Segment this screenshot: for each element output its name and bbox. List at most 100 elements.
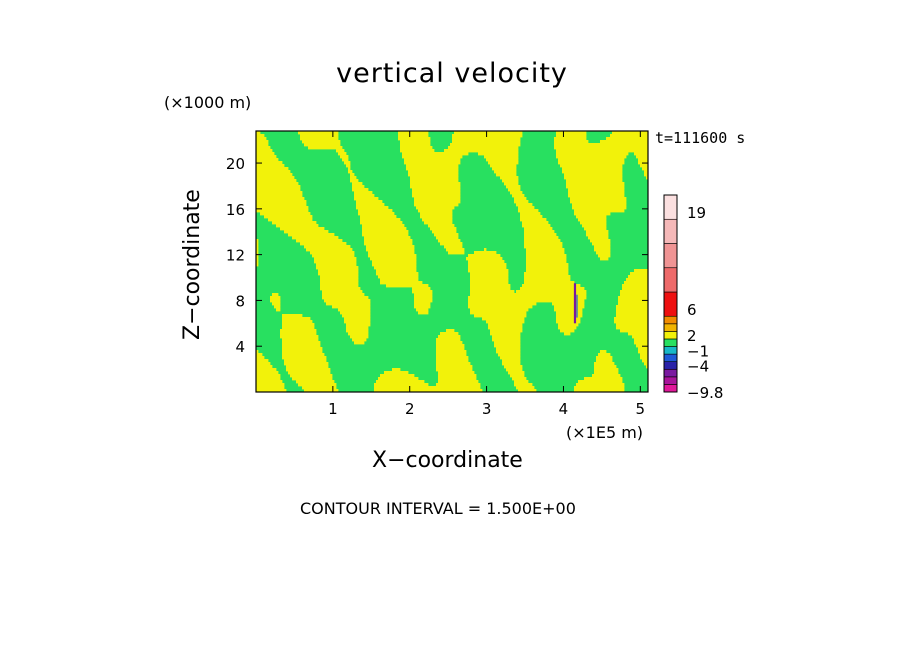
field-cell	[360, 218, 401, 222]
field-cell	[256, 263, 259, 267]
field-cell	[286, 365, 329, 369]
field-cell	[284, 230, 329, 234]
field-cell	[346, 329, 369, 333]
field-cell	[338, 152, 347, 156]
field-cell	[256, 170, 291, 174]
field-cell	[572, 206, 627, 210]
x-tick-label: 2	[405, 400, 415, 418]
field-cell	[350, 173, 355, 177]
chart-title: vertical velocity	[336, 58, 568, 89]
field-cell	[452, 134, 523, 138]
field-cell	[556, 311, 583, 315]
field-cell	[638, 347, 648, 351]
field-cell	[574, 386, 625, 390]
field-cell	[554, 308, 583, 312]
field-cell	[350, 179, 359, 183]
field-cell	[568, 194, 625, 198]
time-label: t=111600 s	[655, 129, 746, 147]
field-cell	[644, 362, 648, 366]
field-cell	[438, 377, 477, 381]
field-cell	[256, 200, 307, 204]
field-cell	[282, 338, 319, 342]
field-cell	[430, 227, 457, 231]
field-cell	[642, 359, 648, 363]
field-cell	[514, 197, 527, 201]
field-cell	[526, 269, 569, 273]
field-cell	[524, 278, 571, 282]
field-cell	[304, 389, 339, 392]
field-cell	[256, 173, 293, 177]
field-cell	[436, 356, 469, 360]
field-cell	[436, 338, 461, 342]
field-cell	[558, 323, 579, 327]
field-cell	[414, 305, 431, 309]
field-cell	[256, 257, 259, 261]
field-cell	[526, 266, 569, 270]
field-cell	[470, 284, 511, 288]
field-cell	[344, 161, 351, 165]
field-cell	[554, 137, 587, 141]
field-cell	[340, 311, 371, 315]
field-cell	[574, 209, 625, 213]
field-cell	[264, 215, 313, 219]
field-cell	[632, 335, 648, 339]
field-cell	[414, 200, 461, 204]
field-cell	[410, 182, 461, 186]
velocity-feature	[573, 283, 578, 324]
field-cell	[368, 251, 415, 255]
field-cell	[282, 317, 311, 321]
field-cell	[364, 239, 413, 243]
x-axis: 1 2 3 4 5	[328, 131, 645, 418]
field-cell	[370, 257, 417, 261]
field-cell	[256, 209, 309, 213]
field-cell	[352, 188, 369, 192]
field-cell	[438, 335, 461, 339]
field-cell	[320, 284, 359, 288]
field-cell	[374, 266, 417, 270]
field-cell	[506, 185, 521, 189]
field-cell	[516, 386, 535, 390]
field-cell	[504, 182, 519, 186]
field-cell	[256, 188, 301, 192]
field-cell	[292, 377, 333, 381]
field-cell	[494, 170, 517, 174]
field-cell	[280, 227, 325, 231]
field-cell	[376, 380, 425, 384]
field-cell	[406, 164, 459, 168]
field-cell	[316, 266, 359, 270]
field-cell	[470, 290, 515, 294]
field-cell	[436, 344, 465, 348]
field-cell	[596, 356, 613, 360]
field-cell	[600, 140, 648, 144]
field-cell	[326, 302, 371, 306]
field-cell	[282, 356, 327, 360]
field-cell	[404, 158, 461, 162]
field-cell	[590, 239, 611, 243]
x-axis-unit-label: (×1E5 m)	[566, 423, 644, 442]
field-cell	[646, 176, 648, 180]
field-cell	[474, 251, 497, 255]
field-cell	[556, 152, 629, 156]
field-cell	[494, 341, 521, 345]
field-cell	[522, 224, 551, 228]
field-cell	[492, 167, 517, 171]
field-cell	[324, 299, 371, 303]
field-cell	[592, 374, 621, 378]
field-cell	[594, 368, 619, 372]
field-cell	[412, 290, 433, 294]
field-cell	[562, 167, 623, 171]
field-cell	[298, 131, 339, 135]
field-cell	[552, 302, 585, 306]
field-cell	[438, 371, 475, 375]
field-cell	[446, 329, 455, 333]
field-cell	[640, 356, 648, 360]
field-cell	[470, 272, 509, 276]
field-cell	[256, 203, 307, 207]
field-cell	[434, 233, 459, 237]
field-cell	[256, 161, 283, 165]
field-cell	[436, 359, 469, 363]
field-cell	[624, 281, 648, 285]
field-cell	[374, 389, 483, 392]
field-cell	[554, 146, 648, 150]
field-cell	[436, 341, 463, 345]
